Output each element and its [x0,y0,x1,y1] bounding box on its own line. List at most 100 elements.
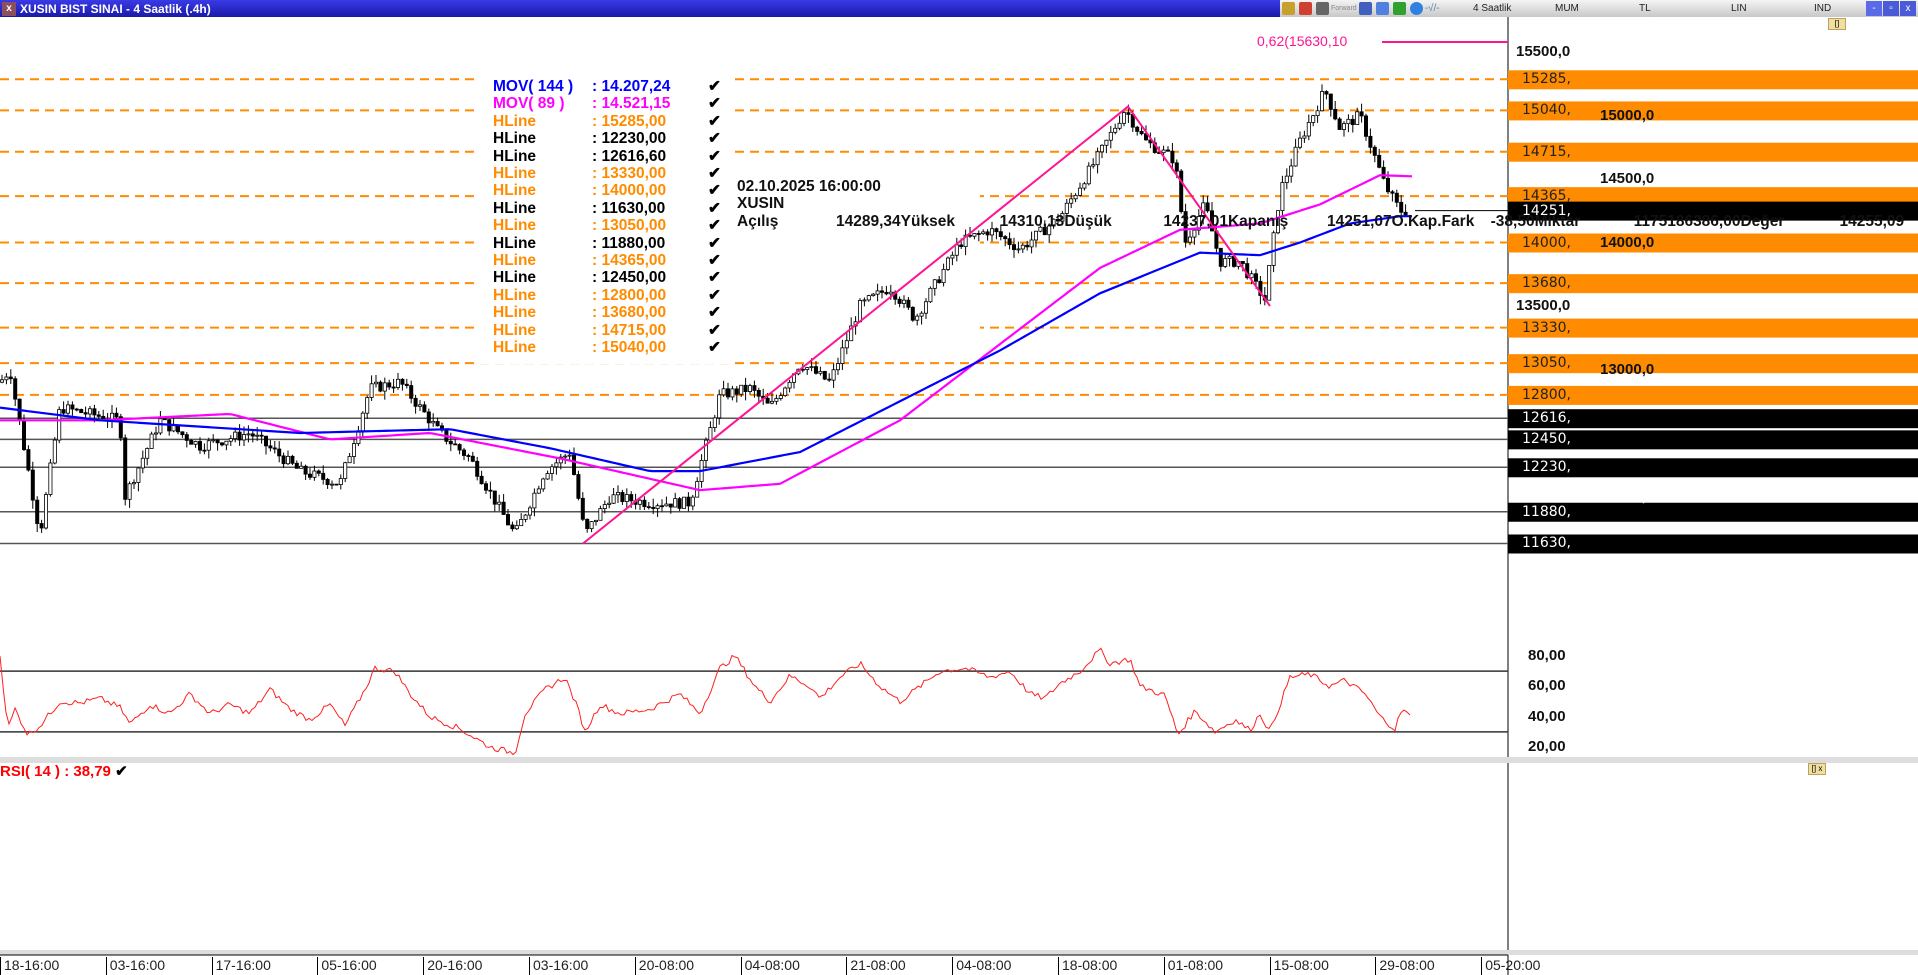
check-icon[interactable]: ✔ [708,147,721,165]
minimize-button[interactable]: - [1866,1,1882,16]
chart-type-select[interactable]: MUM [1555,3,1579,14]
table-icon[interactable] [1358,2,1372,15]
candle-body [585,518,590,530]
candle-body [435,421,440,427]
candle-body [277,448,282,457]
candle-body [1372,146,1377,156]
candle-body [360,412,365,432]
candle-body [303,465,308,475]
panel-controls-icon[interactable]: [] [1828,18,1846,30]
close-button[interactable]: x [1900,1,1916,16]
check-icon[interactable]: ✔ [708,321,721,339]
period-select[interactable]: 4 Saatlik [1473,3,1512,14]
check-icon[interactable]: ✔ [708,199,721,217]
check-icon[interactable]: ✔ [708,286,721,304]
candle-body [369,383,374,398]
candle-body [686,496,691,507]
candle-body [413,397,418,407]
candle-body [1069,198,1074,204]
candle-body [61,409,66,414]
panel-divider [0,757,1918,763]
indicator-icon[interactable] [1282,2,1295,15]
candle-body [611,494,616,504]
candle-body [215,439,220,444]
candle-body [8,376,13,380]
mov144-line [0,215,1412,473]
candle-body [193,441,198,445]
check-icon[interactable]: ✔ [708,182,721,200]
time-label: 01-08:00 [1163,957,1223,975]
pencil-icon[interactable] [1392,2,1406,15]
scale-select[interactable]: LIN [1731,3,1747,14]
candle-body [730,388,735,398]
candle-body [536,488,541,494]
legend-bg [480,74,730,364]
candle-body [906,299,911,308]
candle-body [88,408,93,415]
legend-item: HLine: 14715,00 ✔ [493,322,721,339]
candle-body [79,409,84,414]
legend-item: HLine: 15040,00 ✔ [493,339,721,356]
candle-body [840,347,845,364]
legend-item: HLine: 12800,00 ✔ [493,287,721,304]
candle-body [131,482,136,485]
candle-body [1056,218,1061,222]
candle-body [748,385,753,392]
candle-body [770,400,775,404]
check-icon[interactable]: ✔ [708,95,721,113]
candle-body [1324,91,1329,95]
candle-body [1135,126,1140,132]
price-tag: 14251, [1522,202,1571,219]
candle-body [461,449,466,456]
candle-body [1188,236,1193,243]
price-tag-bg [1508,70,1918,90]
check-icon[interactable]: ✔ [708,78,721,95]
panel-controls-icon[interactable]: [] x [1808,763,1826,775]
time-label: 17-16:00 [211,957,271,975]
price-tag: 12616, [1522,410,1571,427]
check-icon[interactable]: ✔ [708,130,721,148]
wave-icon[interactable]: -√/- [1424,3,1440,14]
price-tag-bg [1508,274,1918,294]
check-icon[interactable]: ✔ [708,339,721,356]
mode-select[interactable]: IND [1814,3,1832,14]
candle-body [528,507,533,516]
strategy-icon[interactable] [1299,2,1312,15]
check-icon[interactable]: ✔ [708,269,721,287]
restore-button[interactable]: ▫ [1883,1,1899,16]
candle-body [655,505,660,509]
candle-body [545,473,550,480]
window-icon[interactable] [1316,2,1329,15]
check-icon[interactable]: ✔ [115,763,128,780]
price-tag: 11880, [1522,503,1571,520]
price-tag: 13330, [1522,319,1571,336]
check-icon[interactable]: ✔ [708,252,721,269]
candle-body [299,465,304,469]
currency-select[interactable]: TL [1639,3,1651,14]
check-icon[interactable]: ✔ [708,234,721,252]
candle-body [550,466,555,474]
candle-body [250,433,255,437]
candle-body [690,496,695,507]
close-icon[interactable]: x [2,1,16,16]
check-icon[interactable]: ✔ [708,217,721,235]
candle-body [858,300,863,323]
candle-body [329,483,334,486]
candle-body [814,366,819,374]
candle-body [1038,226,1043,232]
check-icon[interactable]: ✔ [708,165,721,182]
candle-body [708,427,713,441]
candle-body [431,421,436,424]
price-tag-bg [1508,318,1918,338]
candle-body [189,440,194,445]
candle-body [347,456,352,464]
check-icon[interactable]: ✔ [708,304,721,322]
candle-body [127,483,132,500]
candle-body [409,385,414,399]
move-icon[interactable] [1409,2,1423,15]
candle-body [422,404,427,413]
check-icon[interactable]: ✔ [708,112,721,130]
forward-button[interactable]: Forward [1331,5,1357,12]
chart-icon[interactable] [1375,2,1389,15]
